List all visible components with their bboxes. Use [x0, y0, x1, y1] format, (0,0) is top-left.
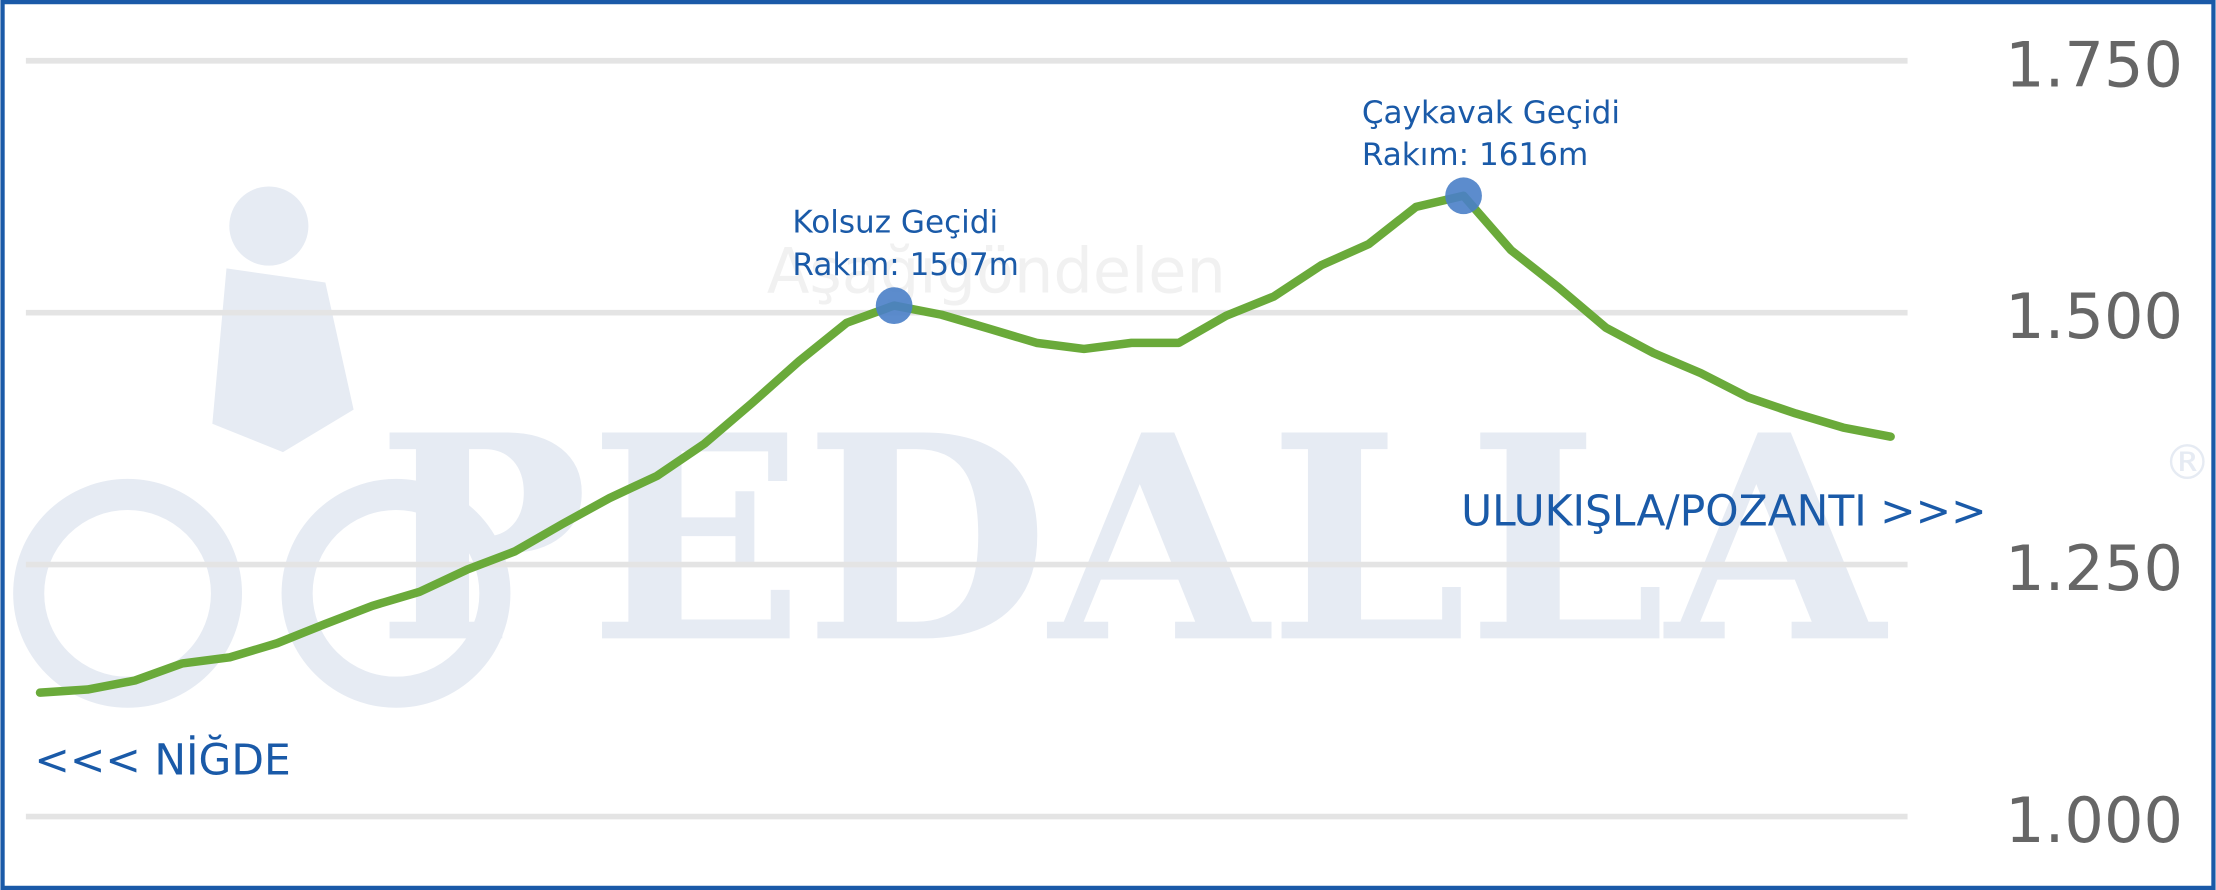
annotation: Rakım: 1507m [792, 247, 1018, 283]
end-label: ULUKIŞLA/POZANTI >>> [1461, 487, 1987, 536]
annotation: Çaykavak Geçidi [1362, 95, 1620, 131]
pass-marker [1445, 177, 1482, 215]
start-label: <<< NİĞDE [34, 734, 290, 784]
watermark-place: Aşağıgöndelen [767, 235, 1226, 308]
annotation: Kolsuz Geçidi [792, 205, 998, 241]
elevation-line [35, 191, 1895, 697]
y-tick-label: 1.000 [2005, 784, 2183, 857]
y-tick-label: 1.500 [2005, 280, 2183, 353]
watermark-mark: ® [2163, 435, 2211, 491]
y-tick-label: 1.250 [2005, 532, 2183, 605]
watermark: PEDALLA [376, 373, 1890, 705]
annotation: Rakım: 1616m [1362, 137, 1588, 173]
y-tick-label: 1.750 [2005, 28, 2183, 101]
pass-marker [875, 287, 913, 324]
